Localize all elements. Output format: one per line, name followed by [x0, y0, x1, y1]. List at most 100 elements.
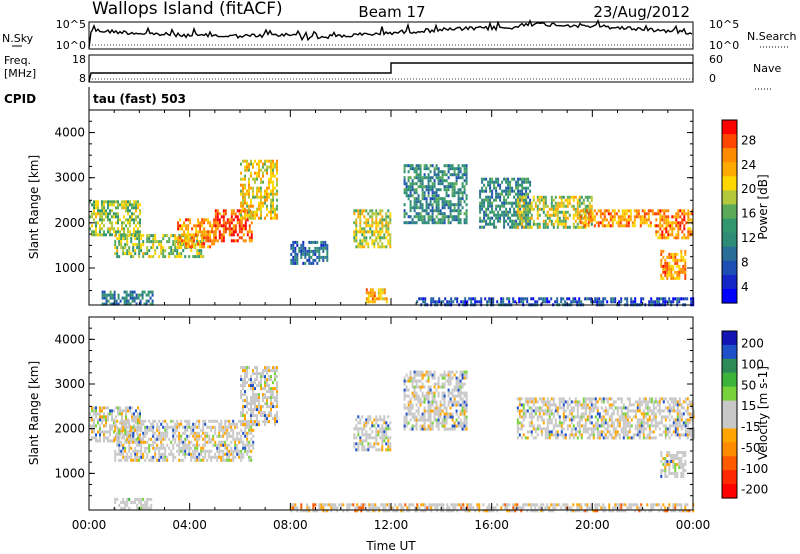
- scatter-cell: [455, 191, 458, 195]
- scatter-cell: [457, 170, 460, 174]
- scatter-cell: [192, 449, 195, 453]
- scatter-cell: [164, 425, 167, 429]
- scatter-cell: [499, 216, 502, 220]
- scatter-cell: [478, 300, 481, 304]
- scatter-cell: [435, 197, 438, 201]
- scatter-cell: [199, 230, 202, 234]
- scatter-cell: [427, 191, 430, 195]
- scatter-cell: [260, 381, 262, 385]
- scatter-cell: [272, 180, 274, 184]
- scatter-cell: [113, 203, 115, 207]
- scatter-cell: [417, 212, 420, 216]
- scatter-cell: [383, 433, 386, 437]
- scatter-cell: [272, 405, 274, 409]
- scatter-cell: [540, 427, 543, 431]
- scatter-cell: [258, 405, 260, 409]
- scatter-cell: [133, 221, 135, 225]
- scatter-cell: [689, 218, 692, 222]
- scatter-cell: [129, 290, 132, 294]
- scatter-cell: [230, 452, 233, 456]
- scatter-cell: [276, 159, 278, 163]
- scatter-cell: [248, 384, 250, 388]
- scatter-cell: [246, 437, 249, 441]
- scatter-cell: [562, 216, 565, 220]
- scatter-cell: [530, 225, 533, 229]
- scatter-cell: [160, 252, 163, 256]
- scatter-cell: [242, 201, 244, 205]
- scatter-cell: [272, 171, 274, 175]
- scatter-cell: [272, 381, 274, 385]
- scatter-cell: [294, 252, 297, 256]
- scatter-cell: [123, 230, 125, 234]
- scatter-cell: [443, 188, 446, 192]
- scatter-cell: [431, 197, 434, 201]
- scatter-cell: [546, 427, 549, 431]
- scatter-cell: [548, 430, 551, 434]
- scatter-cell: [111, 293, 114, 297]
- scatter-cell: [564, 418, 567, 422]
- scatter-cell: [415, 385, 418, 389]
- scatter-cell: [124, 422, 127, 426]
- scatter-cell: [435, 418, 438, 422]
- scatter-cell: [322, 255, 325, 259]
- scatter-cell: [425, 209, 428, 213]
- scatter-cell: [556, 406, 559, 410]
- scatter-cell: [483, 213, 486, 217]
- scatter-cell: [381, 297, 384, 301]
- scatter-cell: [156, 434, 159, 438]
- scatter-cell: [172, 446, 175, 450]
- scatter-cell: [519, 222, 522, 226]
- scatter-cell: [542, 300, 545, 304]
- scatter-cell: [451, 164, 454, 168]
- scatter-cell: [103, 424, 105, 428]
- scatter-cell: [174, 240, 177, 244]
- scatter-cell: [152, 428, 155, 432]
- scatter-cell: [107, 418, 109, 422]
- scatter-cell: [230, 446, 233, 450]
- scatter-cell: [415, 182, 418, 186]
- scatter-cell: [228, 449, 231, 453]
- scatter-cell: [405, 188, 408, 192]
- scatter-cell: [523, 198, 526, 202]
- scatter-cell: [185, 218, 188, 222]
- scatter-cell: [600, 424, 603, 428]
- scatter-cell: [418, 297, 421, 301]
- scatter-cell: [124, 243, 127, 247]
- scatter-cell: [105, 293, 108, 297]
- scatter-cell: [546, 406, 549, 410]
- scatter-cell: [413, 424, 416, 428]
- scatter-cell: [603, 212, 606, 216]
- scatter-cell: [353, 436, 356, 440]
- scatter-cell: [420, 297, 423, 301]
- scatter-cell: [264, 189, 266, 193]
- scatter-cell: [204, 449, 207, 453]
- scatter-cell: [216, 218, 219, 222]
- scatter-cell: [208, 434, 211, 438]
- scatter-cell: [427, 379, 430, 383]
- scatter-cell: [461, 391, 464, 395]
- scatter-cell: [256, 378, 258, 382]
- scatter-cell: [178, 458, 181, 462]
- scatter-cell: [114, 240, 117, 244]
- scatter-cell: [457, 388, 460, 392]
- scatter-cell: [435, 206, 438, 210]
- scatter-cell: [640, 297, 643, 301]
- scatter-cell: [611, 218, 614, 222]
- scatter-cell: [601, 221, 604, 225]
- scatter-cell: [252, 369, 254, 373]
- scatter-cell: [643, 215, 646, 219]
- scatter-cell: [381, 445, 384, 449]
- scatter-cell: [546, 400, 549, 404]
- scatter-cell: [495, 177, 498, 181]
- scatter-cell: [607, 209, 610, 213]
- scatter-cell: [262, 162, 264, 166]
- scatter-cell: [369, 427, 372, 431]
- scatter-cell: [548, 219, 551, 223]
- scatter-cell: [198, 255, 201, 259]
- scatter-cell: [310, 261, 313, 265]
- scatter-cell: [383, 421, 386, 425]
- scatter-cell: [409, 400, 412, 404]
- scatter-cell: [496, 300, 499, 304]
- scatter-cell: [122, 446, 125, 450]
- scatter-cell: [419, 418, 422, 422]
